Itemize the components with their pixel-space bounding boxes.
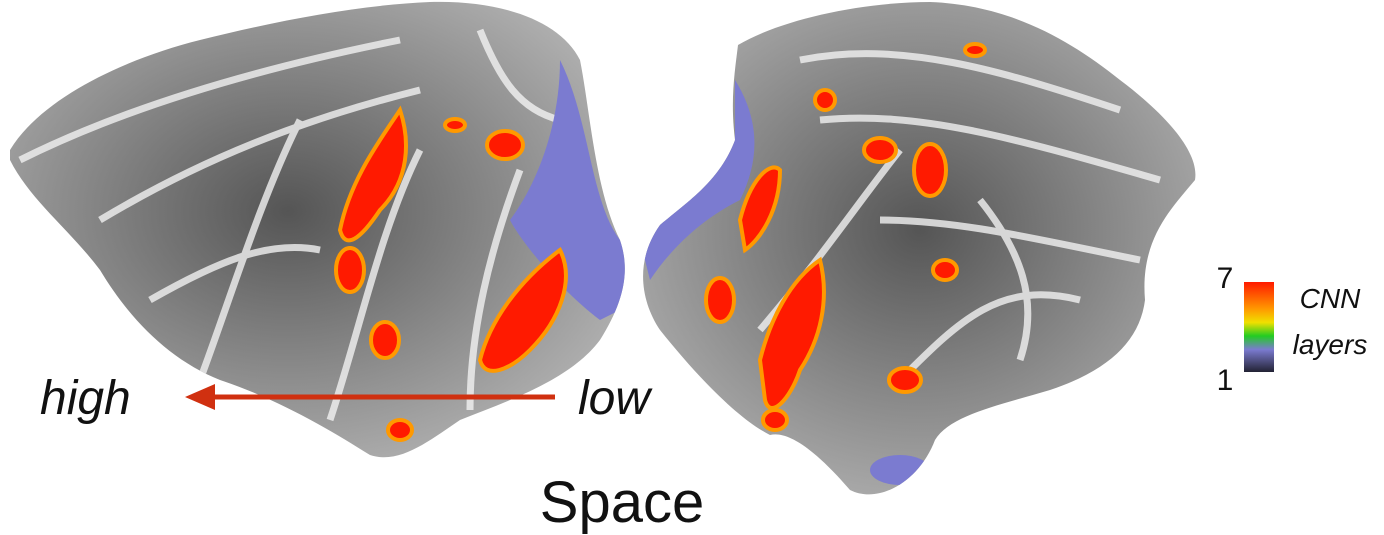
colorbar	[1244, 282, 1274, 372]
colorbar-max: 7	[1217, 262, 1234, 295]
colorbar-label: layers	[1293, 329, 1368, 360]
arrow-head	[185, 384, 215, 410]
label-low: low	[578, 372, 653, 425]
colorbar-label: CNN	[1300, 283, 1361, 314]
caption: Space	[540, 470, 704, 535]
colorbar-min: 1	[1217, 364, 1234, 397]
right-hemisphere	[643, 2, 1196, 495]
label-high: high	[40, 372, 131, 425]
